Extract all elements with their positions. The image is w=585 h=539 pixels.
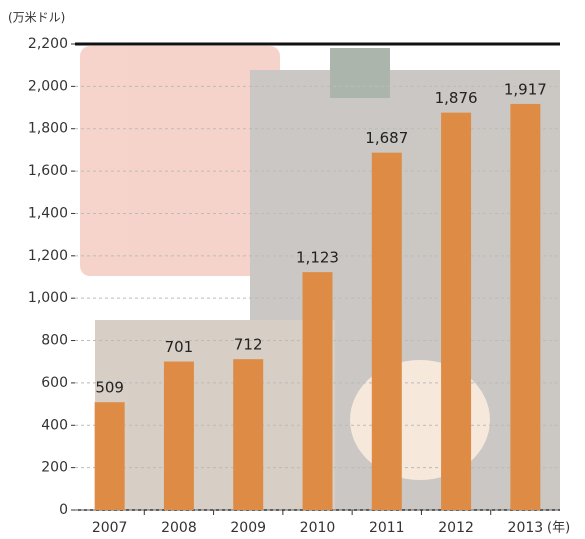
x-unit: (年) (547, 521, 570, 536)
y-tick-label: 1,200 (28, 248, 68, 264)
value-label: 701 (165, 338, 194, 356)
y-tick-label: 600 (41, 375, 68, 391)
y-tick-label: 400 (41, 417, 68, 433)
value-label: 1,917 (504, 80, 547, 98)
x-tick-label: 2011 (369, 520, 405, 536)
y-tick-label: 1,000 (28, 290, 68, 306)
value-label: 509 (95, 379, 124, 397)
bar (233, 359, 264, 510)
value-label: 1,687 (365, 129, 408, 147)
x-tick-label: 2012 (438, 520, 474, 536)
value-label: 1,123 (296, 249, 339, 267)
x-tick-label: 2009 (230, 520, 266, 536)
y-unit: (万米ドル) (8, 11, 65, 25)
y-tick-label: 0 (59, 502, 68, 518)
bar (163, 361, 194, 510)
y-tick-label: 2,000 (28, 78, 68, 94)
x-tick-label: 2013 (508, 520, 544, 536)
value-label: 712 (234, 336, 263, 354)
y-tick-label: 800 (41, 333, 68, 349)
bar (371, 152, 402, 510)
bar (441, 112, 472, 510)
x-tick-label: 2008 (161, 520, 197, 536)
bar (302, 272, 333, 510)
x-tick-label: 2007 (92, 520, 128, 536)
y-tick-label: 2,200 (28, 36, 68, 52)
bar (94, 402, 125, 510)
value-label: 1,876 (435, 89, 478, 107)
y-tick-label: 1,800 (28, 121, 68, 137)
y-tick-label: 200 (41, 460, 68, 476)
x-tick-label: 2010 (300, 520, 336, 536)
y-tick-label: 1,600 (28, 163, 68, 179)
y-tick-label: 1,400 (28, 205, 68, 221)
background-photo (80, 46, 560, 510)
bar (510, 103, 541, 510)
